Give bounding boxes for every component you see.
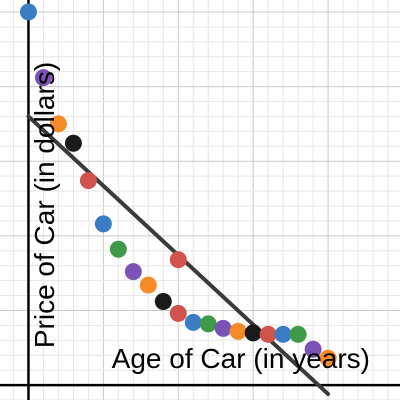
- data-point: [79, 172, 97, 190]
- data-point: [94, 215, 112, 233]
- data-point: [169, 304, 187, 322]
- data-point: [229, 322, 247, 340]
- data-point: [319, 349, 337, 367]
- data-point: [169, 251, 187, 269]
- data-point: [124, 263, 142, 281]
- data-point: [154, 292, 172, 310]
- data-point: [49, 115, 67, 133]
- data-points: [19, 3, 337, 367]
- data-point: [259, 325, 277, 343]
- data-point: [304, 340, 322, 358]
- data-point: [19, 3, 37, 21]
- data-point: [64, 134, 82, 152]
- data-point: [199, 315, 217, 333]
- data-point: [184, 313, 202, 331]
- data-point: [139, 276, 157, 294]
- data-point: [109, 240, 127, 258]
- data-point: [34, 69, 52, 87]
- data-point: [274, 325, 292, 343]
- x-axis-label: Age of Car (in years): [112, 343, 370, 374]
- y-axis-label: Price of Car (in dollars): [29, 62, 60, 348]
- data-point: [289, 325, 307, 343]
- data-point: [244, 324, 262, 342]
- data-point: [214, 319, 232, 337]
